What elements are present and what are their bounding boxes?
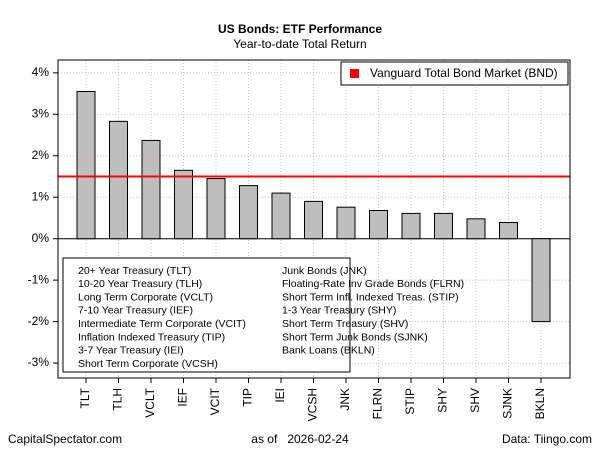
description: Short Term Infl. Indexed Treas. (STIP) xyxy=(282,291,459,303)
x-tick-label: TLH xyxy=(111,388,125,411)
description: Junk Bonds (JNK) xyxy=(282,265,367,277)
description: Bank Loans (BKLN) xyxy=(282,345,375,357)
description-box xyxy=(62,257,351,373)
y-tick-label: 0% xyxy=(32,231,50,245)
legend-box xyxy=(340,61,569,86)
description: Inflation Indexed Treasury (TIP) xyxy=(78,331,225,343)
bar xyxy=(304,200,323,240)
x-tick-label: IEI xyxy=(273,388,287,403)
footer-right: Data: Tiingo.com xyxy=(502,432,592,446)
x-tick-label: TIP xyxy=(241,388,255,407)
x-tick-label: IEF xyxy=(176,388,190,407)
bar xyxy=(239,185,258,240)
bar xyxy=(109,120,128,240)
description: Short Term Corporate (VCSH) xyxy=(78,358,218,370)
y-tick-label: 2% xyxy=(32,148,50,162)
description: Short Term Junk Bonds (SJNK) xyxy=(282,331,428,343)
description: Intermediate Term Corporate (VCIT) xyxy=(78,318,246,330)
bar xyxy=(206,178,226,240)
legend-label: Vanguard Total Bond Market (BND) xyxy=(370,66,558,80)
y-tick-label: 3% xyxy=(32,106,50,120)
x-tick-label: SHV xyxy=(468,388,482,413)
x-tick-label: SHY xyxy=(436,388,450,413)
y-tick-label: -3% xyxy=(28,355,50,369)
description: 1-3 Year Treasury (SHY) xyxy=(282,305,396,317)
x-tick-label: TLT xyxy=(78,387,92,408)
description: Long Term Corporate (VCLT) xyxy=(78,291,213,303)
footer-left: CapitalSpectator.com xyxy=(8,432,122,446)
y-tick-label: -1% xyxy=(28,272,50,286)
x-tick-label: FLRN xyxy=(371,388,385,419)
chart-title: US Bonds: ETF Performance xyxy=(218,22,382,36)
bar xyxy=(466,218,486,240)
x-tick-label: STIP xyxy=(403,388,417,415)
bar xyxy=(401,212,421,240)
bar xyxy=(434,212,453,240)
x-tick-label: VCSH xyxy=(306,388,320,421)
x-tick-label: JNK xyxy=(338,388,352,411)
x-tick-label: VCIT xyxy=(208,387,222,415)
description: Short Term Treasury (SHV) xyxy=(282,318,408,330)
y-tick-label: -2% xyxy=(28,314,50,328)
description: 7-10 Year Treasury (IEF) xyxy=(78,305,193,317)
x-tick-label: BKLN xyxy=(533,388,547,419)
bar xyxy=(369,210,388,240)
bar xyxy=(76,91,96,240)
description: 20+ Year Treasury (TLT) xyxy=(78,265,191,277)
bar xyxy=(336,206,356,240)
x-tick-label: VCLT xyxy=(143,387,157,417)
x-tick-label: SJNK xyxy=(501,388,515,419)
description: 10-20 Year Treasury (TLH) xyxy=(78,278,202,290)
description: 3-7 Year Treasury (IEI) xyxy=(78,345,184,357)
footer-center: as of 2026-02-24 xyxy=(251,432,349,446)
bar xyxy=(531,238,551,323)
bar xyxy=(499,222,518,240)
chart-subtitle: Year-to-date Total Return xyxy=(233,37,366,51)
y-tick-label: 4% xyxy=(32,65,50,79)
legend-swatch xyxy=(350,69,359,78)
description: Floating-Rate Inv Grade Bonds (FLRN) xyxy=(282,278,464,290)
y-tick-label: 1% xyxy=(32,189,50,203)
plot-frame xyxy=(57,59,571,379)
bar xyxy=(271,192,291,240)
bar xyxy=(174,169,193,240)
bar xyxy=(141,139,161,240)
